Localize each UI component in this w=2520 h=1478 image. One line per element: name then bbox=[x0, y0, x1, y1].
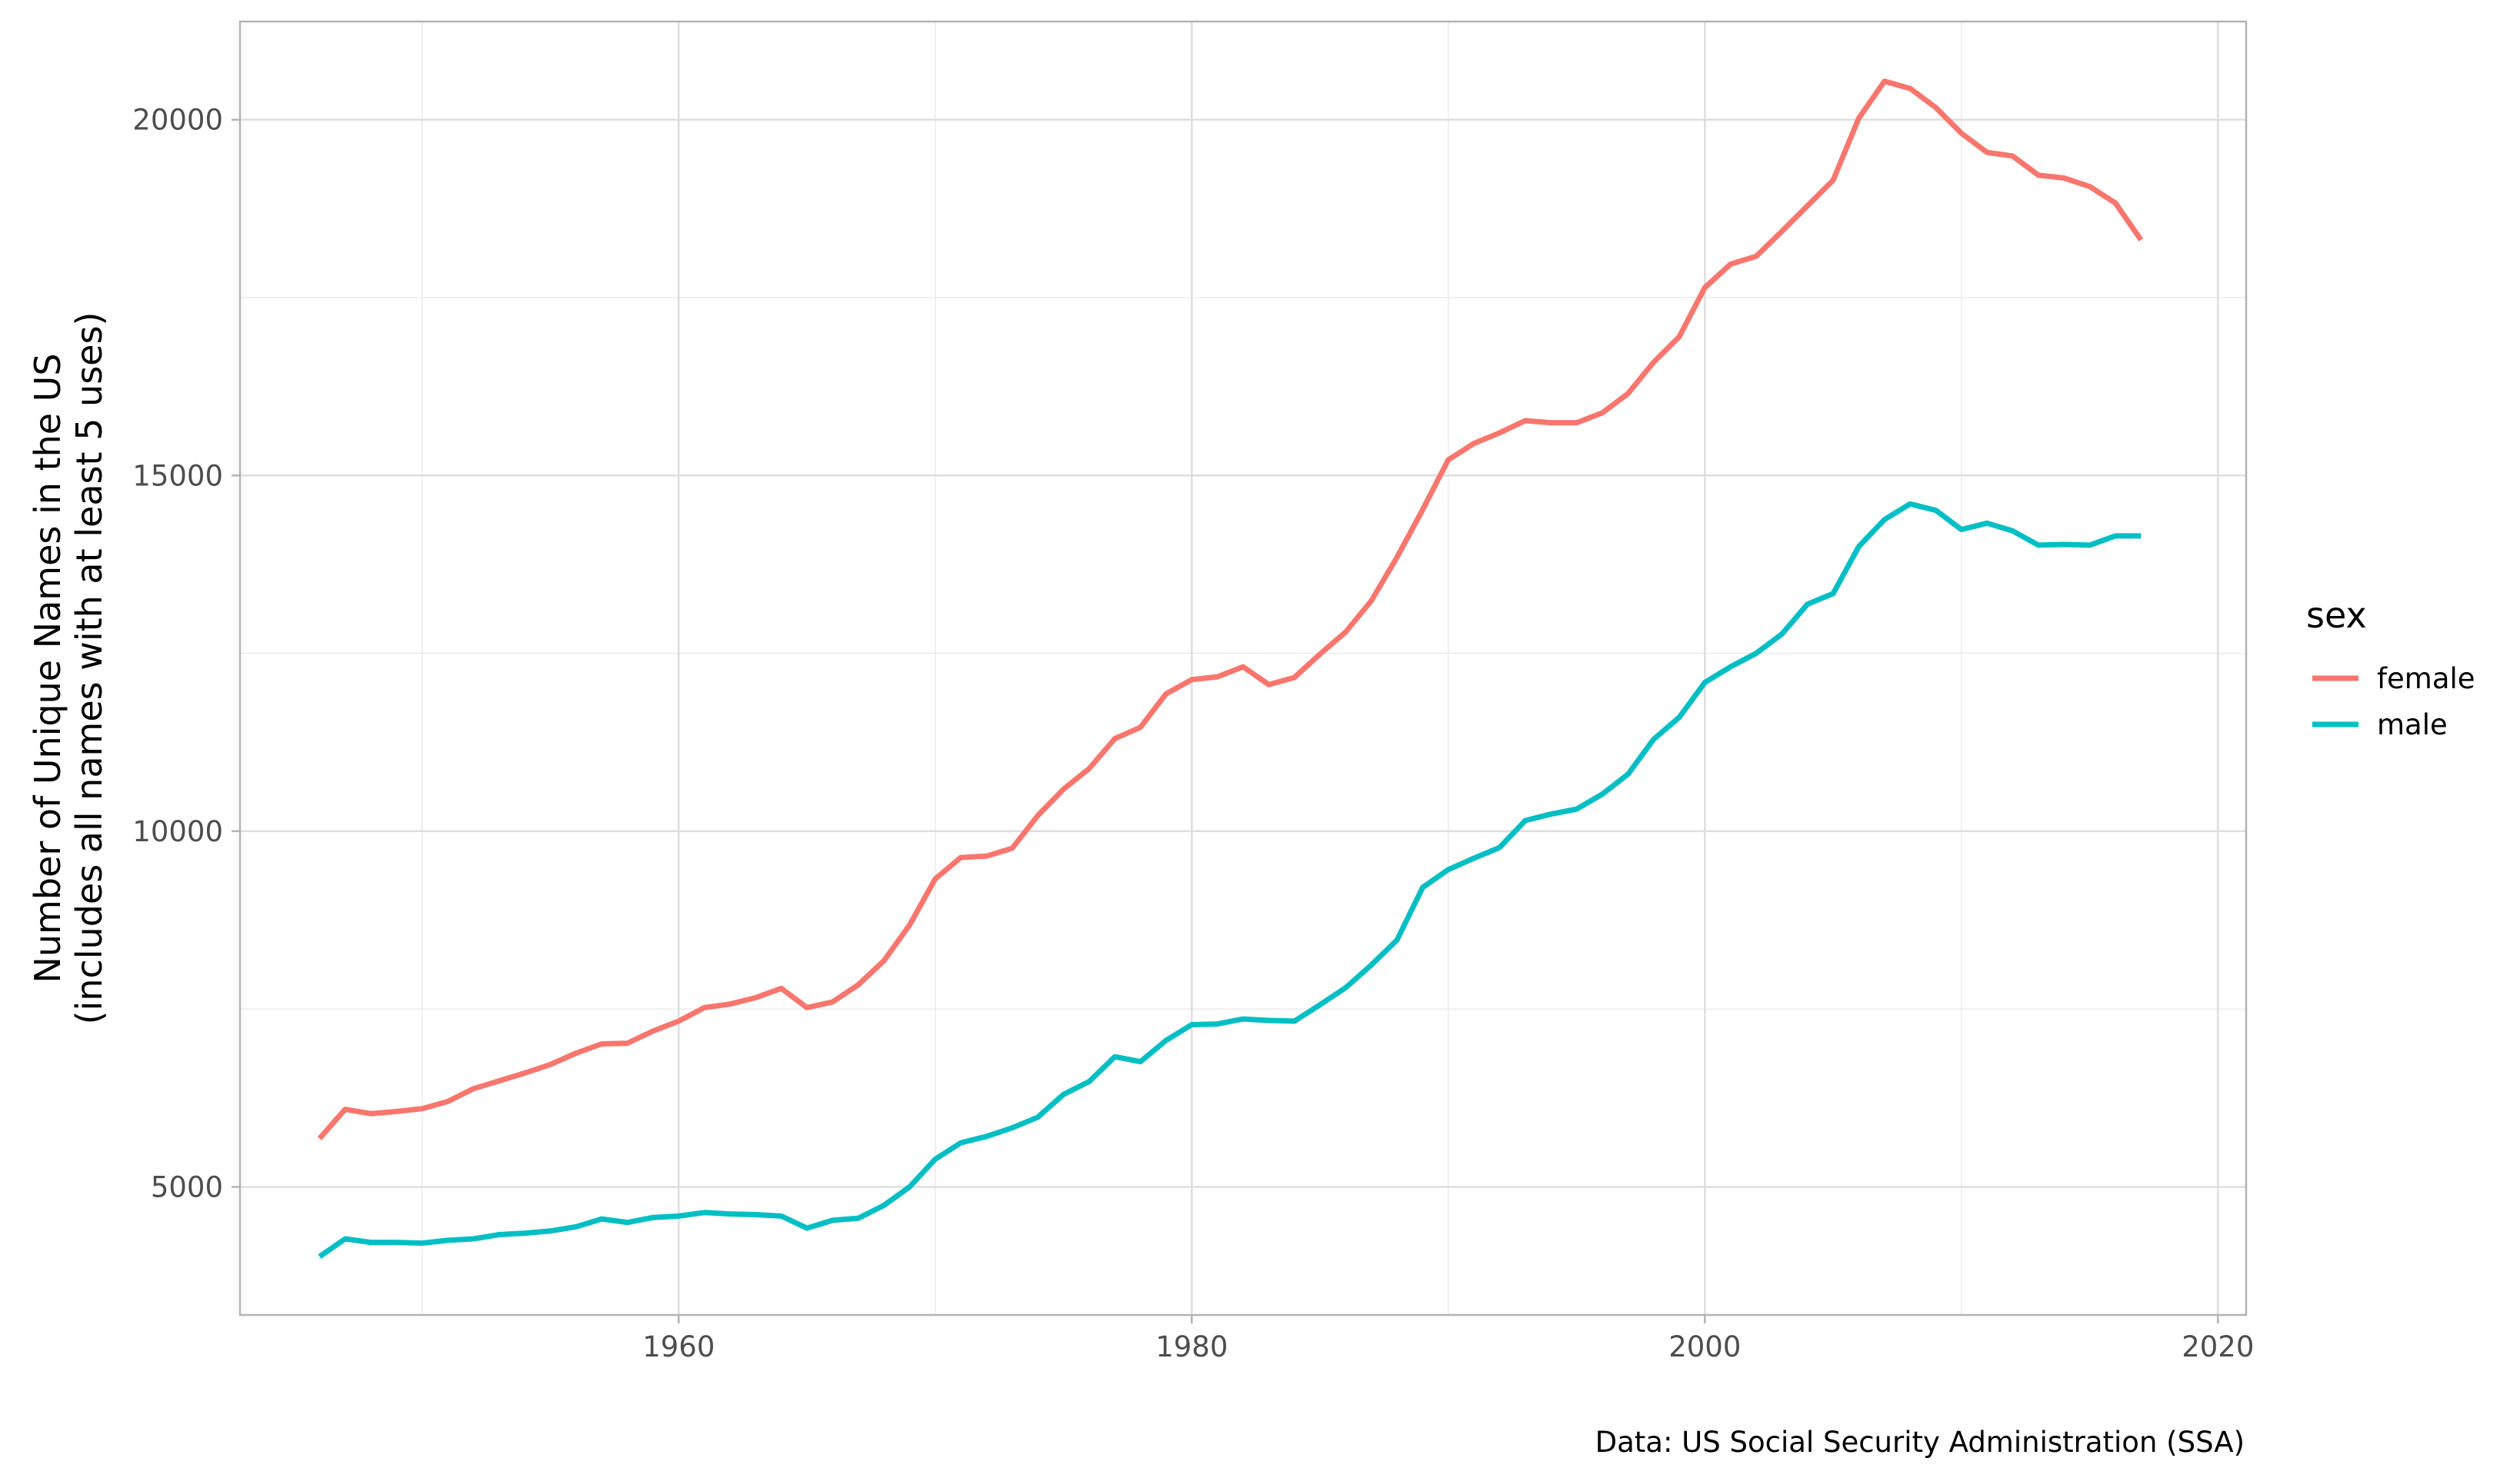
y-tick-label: 10000 bbox=[132, 815, 223, 848]
x-tick-label: 2000 bbox=[1668, 1330, 1741, 1363]
legend-label-male: male bbox=[2377, 708, 2448, 741]
y-axis-title-line-1: Number of Unique Names in the US bbox=[27, 353, 68, 983]
grid-layer bbox=[240, 22, 2246, 1315]
series-line-female bbox=[317, 78, 2144, 1140]
y-tick-label: 5000 bbox=[151, 1170, 223, 1203]
series-line-male bbox=[318, 501, 2142, 1259]
legend: sex female male bbox=[2306, 594, 2475, 741]
y-tick-label: 20000 bbox=[132, 104, 223, 137]
x-tick-label: 2020 bbox=[2182, 1330, 2254, 1363]
y-tick-label: 15000 bbox=[132, 459, 223, 492]
legend-label-female: female bbox=[2377, 662, 2475, 695]
y-axis-title-line-2: (includes all names with at least 5 uses… bbox=[68, 312, 110, 1025]
x-tick-label: 1980 bbox=[1155, 1330, 1228, 1363]
tick-layer: 1960 1980 2000 2020 5000 10000 15000 20000 bbox=[132, 104, 2254, 1363]
caption: Data: US Social Security Administration … bbox=[1595, 1426, 2245, 1459]
panel-border bbox=[238, 20, 2248, 1317]
legend-title: sex bbox=[2306, 594, 2367, 636]
x-tick-label: 1960 bbox=[642, 1330, 715, 1363]
series-layer bbox=[317, 78, 2144, 1259]
